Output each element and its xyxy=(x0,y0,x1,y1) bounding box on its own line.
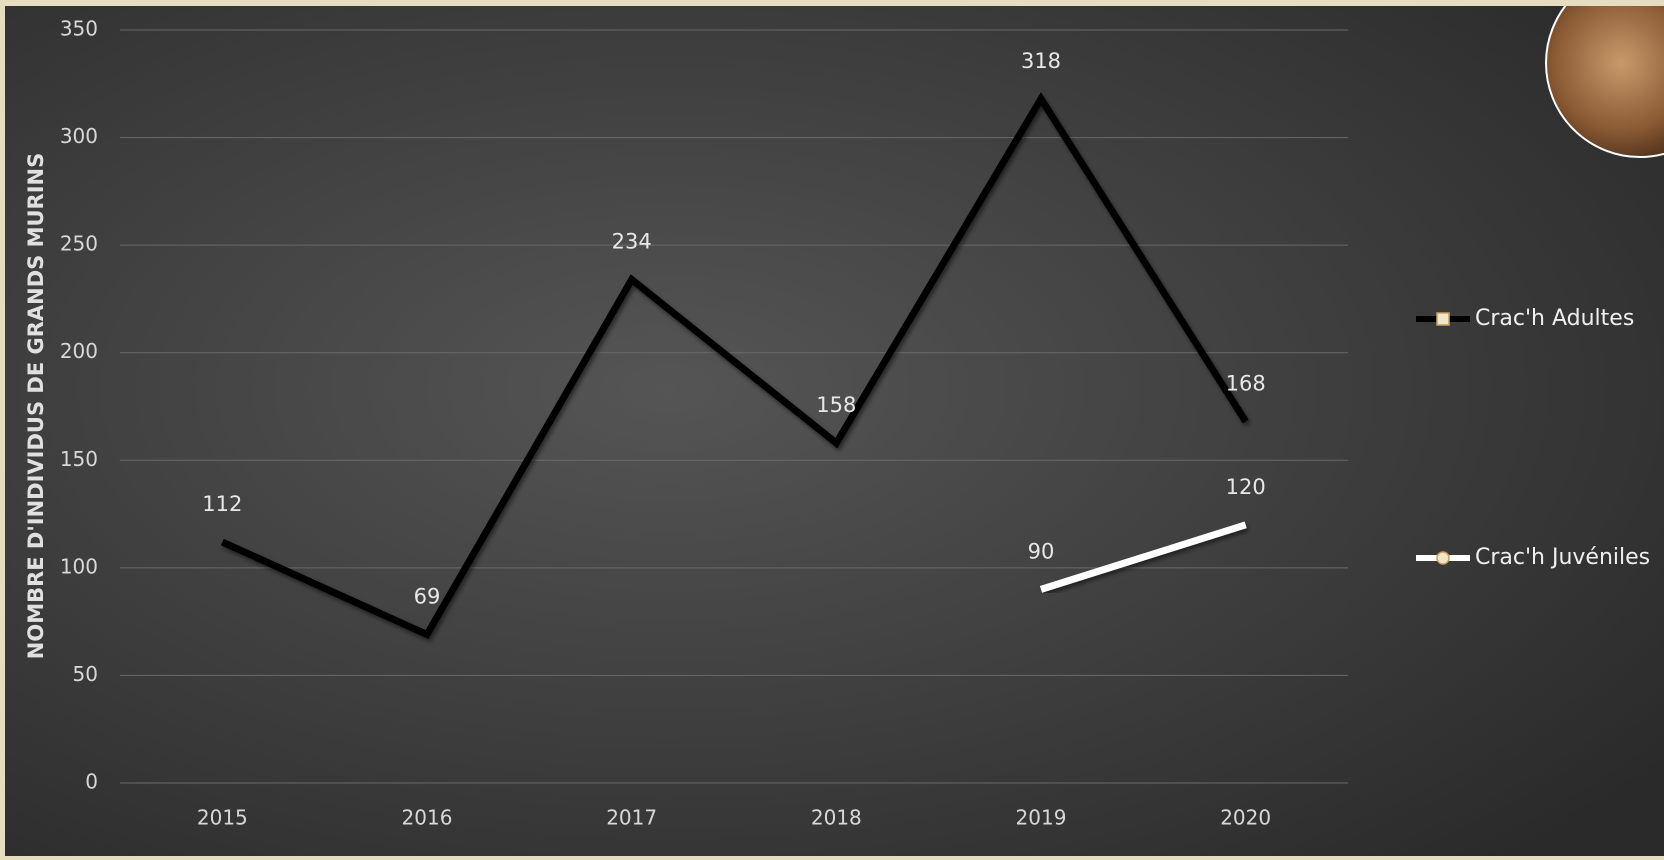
y-tick-label: 100 xyxy=(60,554,98,578)
y-tick-label: 200 xyxy=(60,339,98,363)
data-label: 318 xyxy=(1021,49,1061,73)
y-tick-label: 300 xyxy=(60,124,98,148)
x-tick-label: 2020 xyxy=(1220,806,1271,830)
data-label: 69 xyxy=(414,585,441,609)
y-tick-label: 50 xyxy=(73,662,98,686)
y-tick-label: 250 xyxy=(60,232,98,256)
legend-label: Crac'h Juvéniles xyxy=(1475,545,1650,570)
legend-label: Crac'h Adultes xyxy=(1475,306,1634,331)
chart: NOMBRE D'INDIVIDUS DE GRANDS MURINS 0 50 1… xyxy=(5,0,1664,856)
y-tick-label: 350 xyxy=(60,17,98,41)
data-label: 112 xyxy=(202,492,242,516)
x-tick-label: 2015 xyxy=(197,806,248,830)
data-label: 120 xyxy=(1226,475,1266,499)
legend: Crac'h Adultes Crac'h Juvéniles xyxy=(1416,306,1650,570)
legend-marker xyxy=(1436,551,1450,565)
x-tick-label: 2018 xyxy=(811,806,862,830)
data-label: 90 xyxy=(1028,539,1055,563)
y-tick-label: 150 xyxy=(60,447,98,471)
legend-marker xyxy=(1436,312,1450,326)
background xyxy=(5,6,1664,856)
slide: NOMBRE D'INDIVIDUS DE GRANDS MURINS 0 50 1… xyxy=(5,0,1664,856)
photo xyxy=(1545,0,1664,158)
y-axis-title: NOMBRE D'INDIVIDUS DE GRANDS MURINS xyxy=(24,153,48,659)
x-tick-label: 2017 xyxy=(606,806,657,830)
y-tick-label: 0 xyxy=(85,770,98,794)
x-tick-label: 2019 xyxy=(1016,806,1067,830)
data-label: 158 xyxy=(816,393,856,417)
data-label: 168 xyxy=(1226,372,1266,396)
series-line xyxy=(220,92,1249,640)
series-line xyxy=(1039,521,1247,593)
data-label: 234 xyxy=(612,230,652,254)
x-tick-label: 2016 xyxy=(402,806,453,830)
